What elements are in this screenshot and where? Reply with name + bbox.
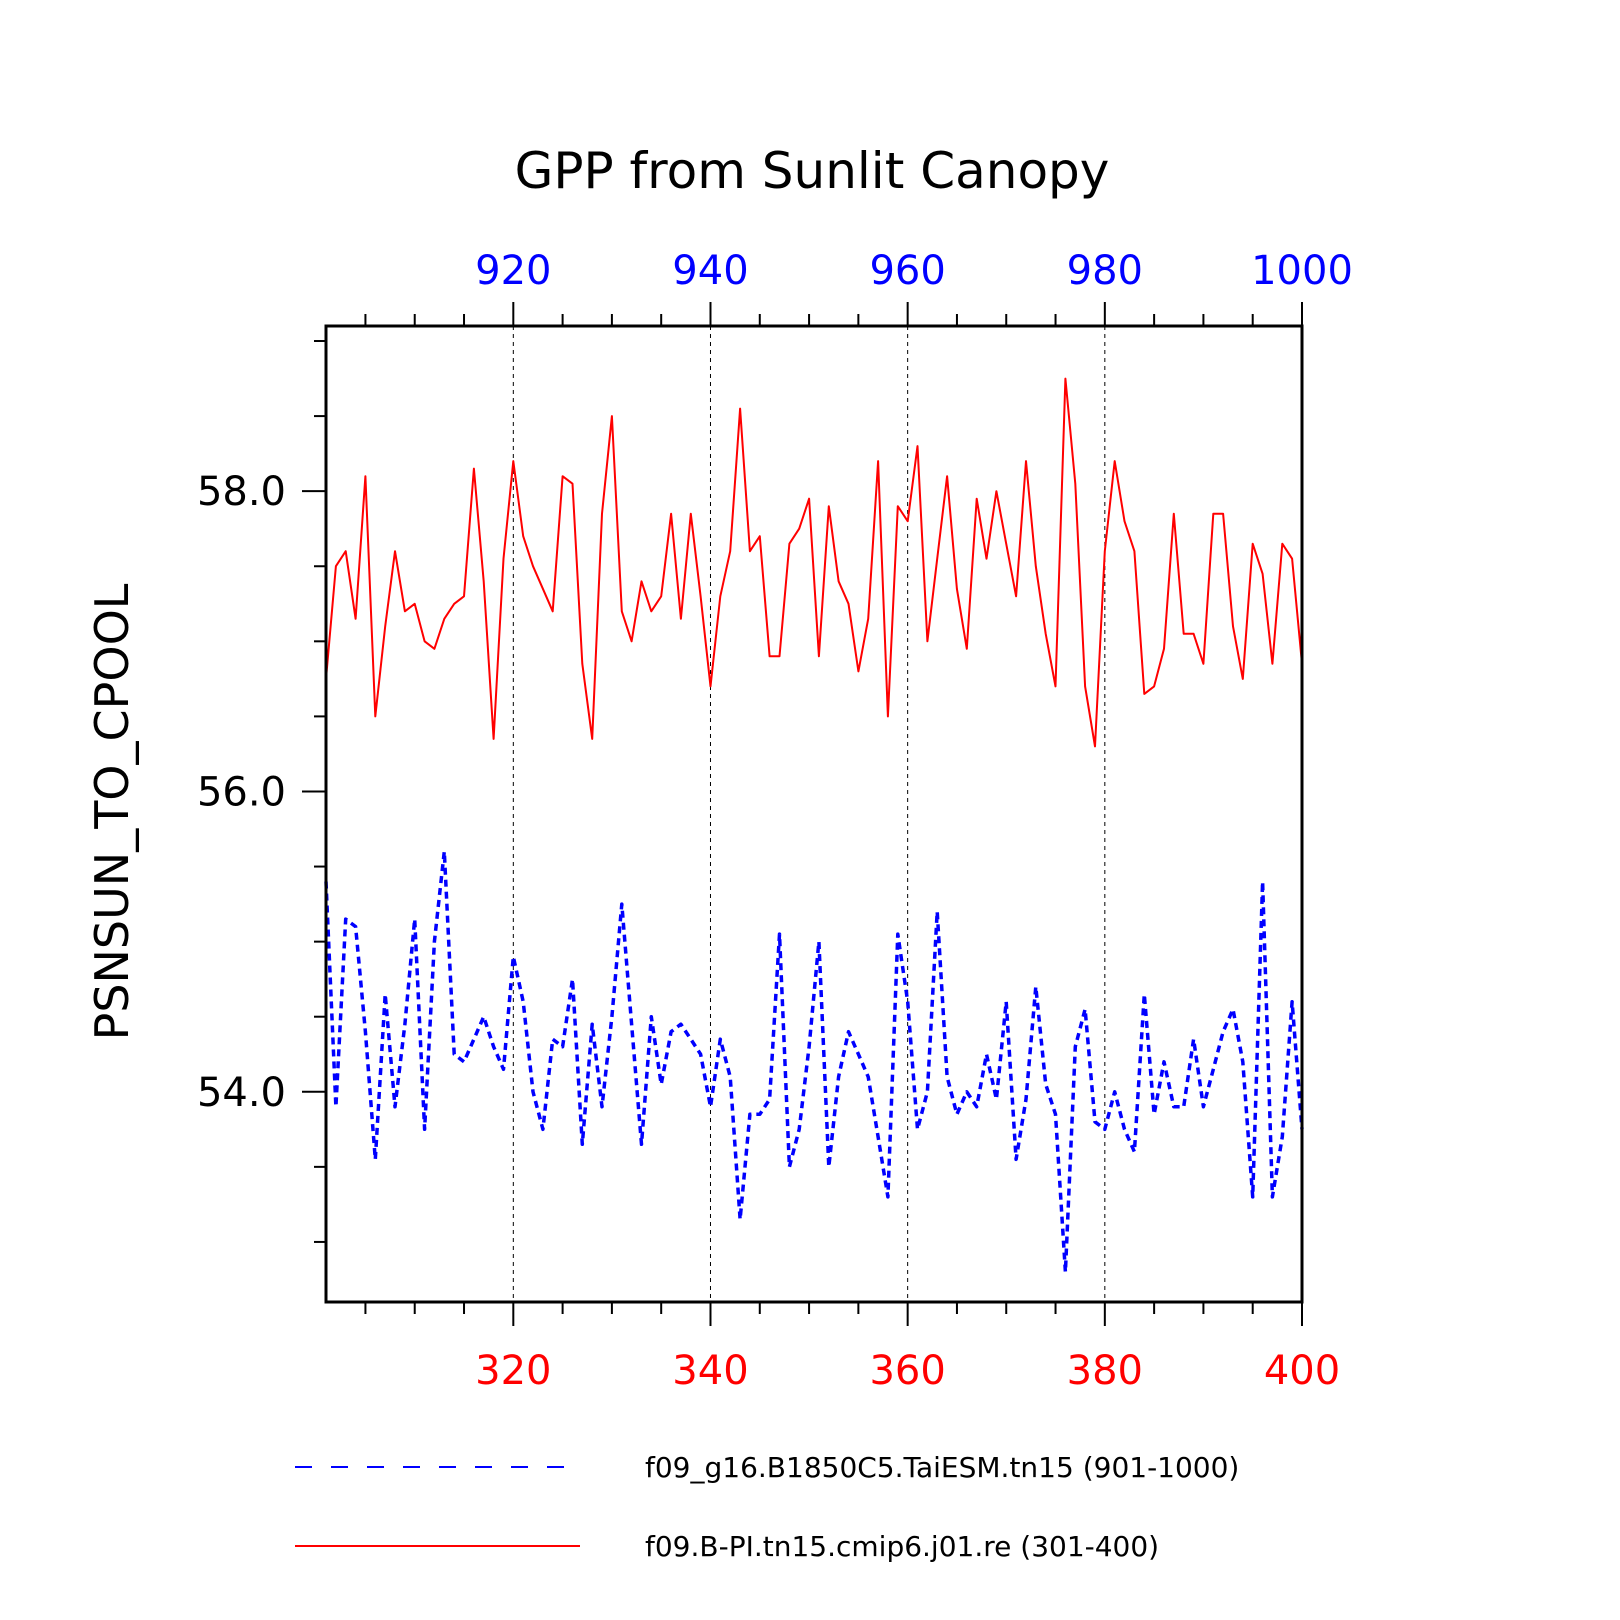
y-tick-label-54.0: 54.0 xyxy=(197,1070,286,1116)
top-tick-label-940: 940 xyxy=(672,248,748,294)
bottom-tick-label-400: 400 xyxy=(1264,1348,1340,1394)
chart-title: GPP from Sunlit Canopy xyxy=(515,142,1110,200)
bottom-tick-label-380: 380 xyxy=(1067,1348,1143,1394)
series-line-0 xyxy=(324,849,1304,1274)
plot-area: 54.0 56.0 58.0 320 340 360 380 400 920 940 960 980 1… xyxy=(197,248,1353,1394)
legend: f09_g16.B1850C5.TaiESM.tn15 (901-1000) f… xyxy=(295,1451,1239,1563)
top-tick-label-1000: 1000 xyxy=(1251,248,1353,294)
bottom-tick-label-320: 320 xyxy=(475,1348,551,1394)
plot-frame xyxy=(324,324,1304,1304)
top-tick-label-980: 980 xyxy=(1067,248,1143,294)
y-axis-label: PSNSUN_TO_CPOOL xyxy=(85,583,139,1040)
y-tick-label-58.0: 58.0 xyxy=(197,469,286,515)
series-line-1 xyxy=(325,377,1303,748)
bottom-tick-label-360: 360 xyxy=(869,1348,945,1394)
legend-label-taiesm: f09_g16.B1850C5.TaiESM.tn15 (901-1000) xyxy=(645,1451,1239,1484)
legend-label-cmip6: f09.B-PI.tn15.cmip6.j01.re (301-400) xyxy=(645,1530,1159,1563)
y-tick-label-56.0: 56.0 xyxy=(197,769,286,815)
bottom-tick-label-340: 340 xyxy=(672,1348,748,1394)
top-tick-label-920: 920 xyxy=(475,248,551,294)
top-tick-label-960: 960 xyxy=(869,248,945,294)
